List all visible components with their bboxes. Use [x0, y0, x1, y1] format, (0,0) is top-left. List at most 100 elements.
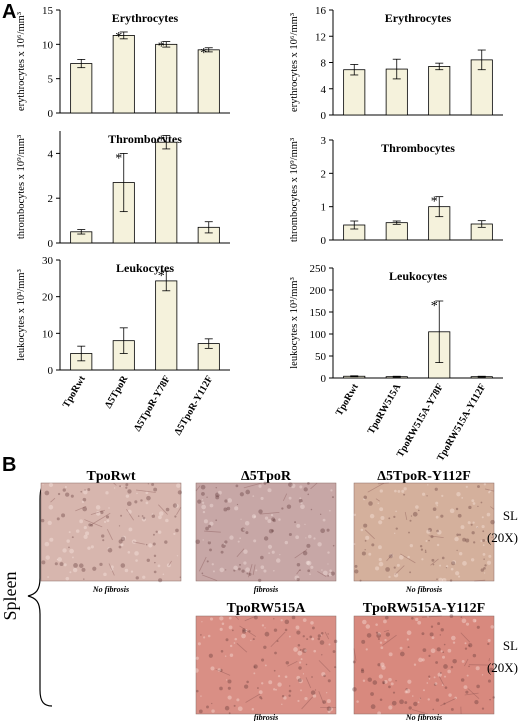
- tissue-speck: [299, 485, 303, 489]
- tissue-speck: [264, 664, 267, 667]
- significance-star: *: [431, 299, 438, 314]
- bar: [343, 69, 366, 116]
- tissue-speck: [302, 618, 307, 622]
- tissue-speck: [465, 538, 470, 543]
- histology-caption: No fibrosis: [405, 713, 442, 721]
- tissue-speck: [48, 504, 54, 510]
- tissue-speck: [419, 698, 421, 700]
- tissue-speck: [299, 648, 302, 651]
- tissue-speck: [461, 497, 464, 499]
- tissue-speck: [219, 668, 223, 672]
- tissue-speck: [127, 489, 132, 494]
- tissue-speck: [253, 672, 256, 675]
- tissue-speck: [275, 558, 281, 563]
- histology-caption: No fibrosis: [405, 585, 442, 594]
- tissue-speck: [134, 551, 139, 556]
- tissue-speck: [310, 508, 313, 511]
- tissue-speck: [165, 507, 170, 512]
- tissue-speck: [481, 707, 485, 710]
- tissue-speck: [300, 504, 305, 510]
- tissue-speck: [124, 568, 129, 573]
- tissue-speck: [68, 531, 71, 534]
- tissue-speck: [215, 487, 217, 489]
- tissue-speck: [431, 558, 435, 562]
- tissue-fiber: [353, 648, 357, 661]
- tissue-speck: [461, 618, 467, 624]
- tissue-speck: [300, 501, 303, 505]
- tissue-speck: [465, 622, 470, 626]
- tissue-speck: [412, 511, 418, 517]
- tissue-fiber: [464, 658, 469, 667]
- tissue-speck: [211, 702, 213, 705]
- tissue-speck: [419, 545, 423, 548]
- tissue-speck: [488, 491, 491, 494]
- tissue-speck: [263, 536, 269, 541]
- tissue-speck: [220, 550, 224, 554]
- tissue-speck: [352, 687, 357, 692]
- tissue-speck: [141, 515, 144, 517]
- tissue-speck: [401, 489, 405, 493]
- tissue-speck: [430, 625, 434, 628]
- y-tick-label: 0: [321, 373, 327, 385]
- tissue-speck: [244, 628, 248, 632]
- tissue-speck: [157, 530, 162, 534]
- tissue-speck: [388, 652, 393, 657]
- tissue-speck: [288, 532, 292, 536]
- tissue-speck: [378, 520, 383, 525]
- tissue-speck: [164, 540, 168, 544]
- tissue-speck: [427, 484, 429, 486]
- tissue-speck: [365, 535, 370, 540]
- tissue-speck: [413, 663, 417, 666]
- tissue-speck: [227, 679, 232, 684]
- tissue-speck: [417, 701, 420, 704]
- histology-caption: fibrosis: [254, 713, 278, 721]
- tissue-speck: [224, 540, 228, 544]
- tissue-speck: [211, 709, 215, 713]
- tissue-speck: [261, 658, 265, 662]
- tissue-speck: [233, 704, 236, 707]
- tissue-speck: [121, 485, 123, 488]
- y-tick-label: 15: [42, 5, 54, 17]
- tissue-speck: [260, 697, 263, 700]
- tissue-speck: [473, 541, 476, 544]
- y-tick-label: 3: [321, 135, 327, 147]
- tissue-speck: [452, 658, 457, 664]
- tissue-speck: [284, 628, 288, 632]
- tissue-speck: [219, 567, 225, 573]
- chart-title: Erythrocytes: [385, 11, 452, 25]
- tissue-speck: [428, 675, 431, 678]
- tissue-speck: [242, 628, 246, 632]
- tissue-speck: [252, 638, 255, 641]
- tissue-speck: [135, 576, 139, 580]
- tissue-speck: [258, 690, 263, 695]
- tissue-speck: [85, 531, 90, 536]
- tissue-speck: [487, 642, 490, 646]
- tissue-speck: [59, 562, 64, 567]
- tissue-fiber: [411, 709, 429, 715]
- tissue-speck: [327, 710, 331, 714]
- tissue-speck: [388, 685, 391, 689]
- tissue-speck: [152, 533, 155, 536]
- tissue-speck: [215, 495, 220, 500]
- tissue-speck: [307, 569, 311, 573]
- tissue-speck: [477, 505, 479, 508]
- tissue-speck: [220, 650, 224, 653]
- significance-star: *: [158, 40, 165, 55]
- tissue-speck: [125, 486, 128, 489]
- tissue-speck: [418, 657, 423, 663]
- tissue-speck: [140, 499, 143, 502]
- tissue-fiber: [176, 507, 182, 516]
- tissue-speck: [405, 688, 409, 691]
- tissue-speck: [454, 696, 458, 700]
- tissue-speck: [408, 706, 412, 710]
- tissue-speck: [391, 700, 397, 706]
- tissue-speck: [379, 698, 383, 701]
- tissue-speck: [443, 675, 447, 678]
- tissue-speck: [415, 505, 419, 509]
- tissue-speck: [310, 565, 314, 569]
- tissue-fiber: [474, 579, 486, 582]
- tissue-speck: [177, 490, 183, 495]
- tissue-speck: [464, 642, 467, 645]
- y-tick-label: 5: [48, 74, 54, 86]
- tissue-speck: [363, 523, 368, 528]
